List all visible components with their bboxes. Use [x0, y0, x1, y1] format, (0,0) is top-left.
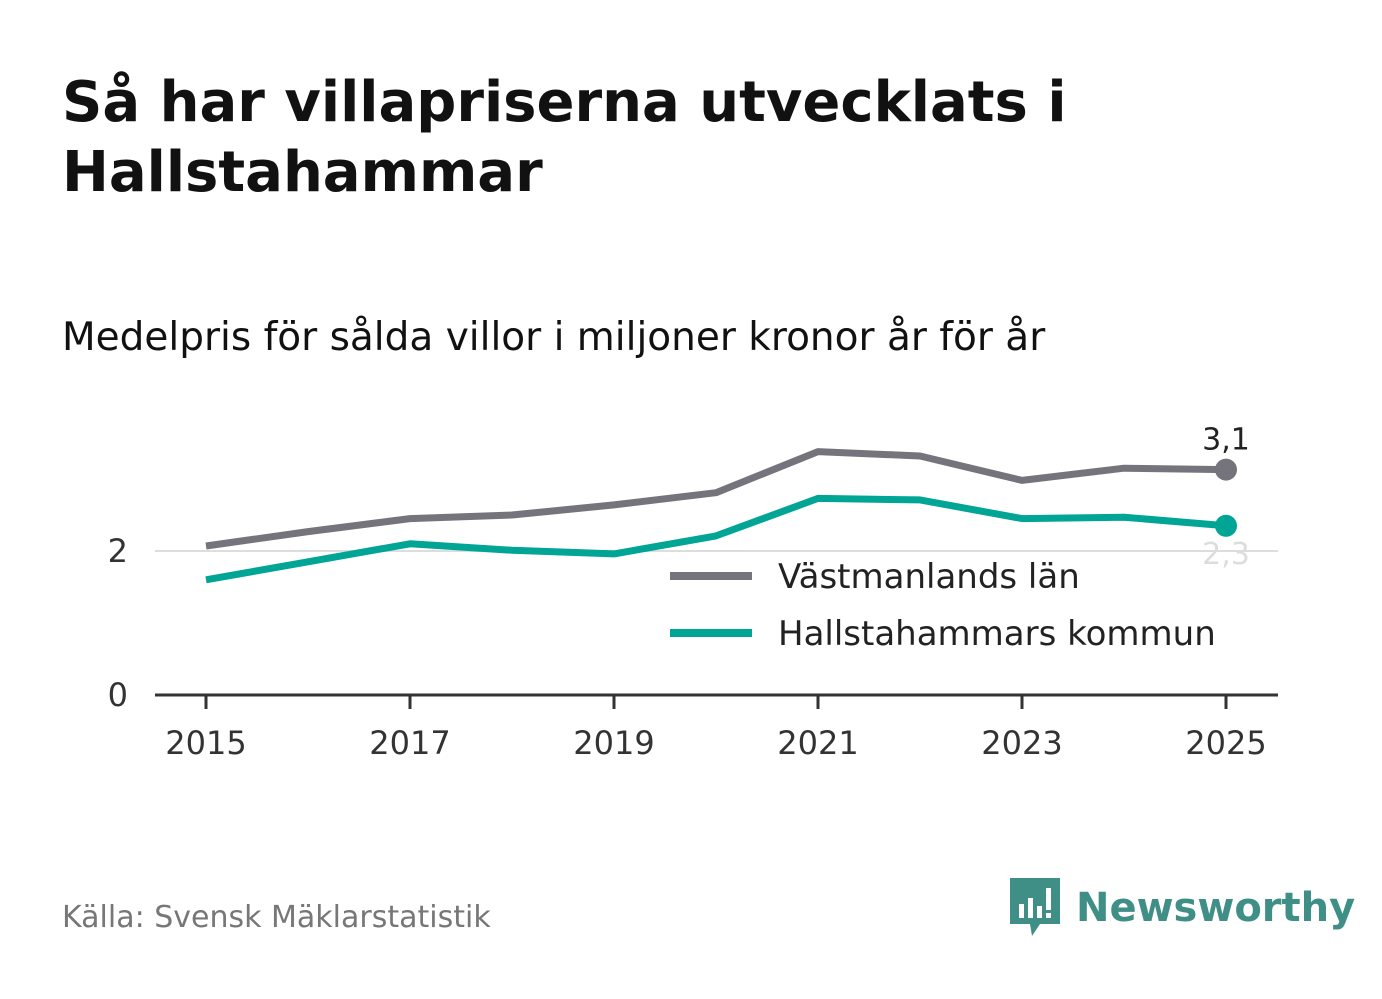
x-tick-label: 2017 [369, 724, 450, 762]
source-note: Källa: Svensk Mäklarstatistik [62, 900, 491, 935]
x-tick-label: 2019 [573, 724, 654, 762]
x-tick-label: 2023 [981, 724, 1062, 762]
chart-title: Så har villapriserna utvecklats i Hallst… [62, 70, 1067, 205]
y-tick-label: 0 [108, 676, 128, 714]
series-end-label: 3,1 [1202, 423, 1250, 458]
series-line [205, 448, 1227, 550]
y-tick-label: 2 [108, 532, 128, 570]
newsworthy-logo-icon [1010, 878, 1060, 936]
chart-subtitle: Medelpris för sålda villor i miljoner kr… [62, 315, 1046, 360]
brand-logo: Newsworthy [1010, 876, 1355, 940]
series-end-label: 2,3 [1202, 537, 1250, 572]
brand-name: Newsworthy [1076, 885, 1356, 931]
series-line [205, 494, 1227, 584]
series-end-marker [1215, 514, 1237, 537]
series-end-marker [1215, 458, 1237, 481]
legend-label: Västmanlands län [778, 557, 1080, 597]
x-tick-label: 2021 [777, 724, 858, 762]
x-tick-label: 2015 [165, 724, 246, 762]
x-tick-label: 2025 [1185, 724, 1266, 762]
legend-label: Hallstahammars kommun [778, 614, 1216, 654]
